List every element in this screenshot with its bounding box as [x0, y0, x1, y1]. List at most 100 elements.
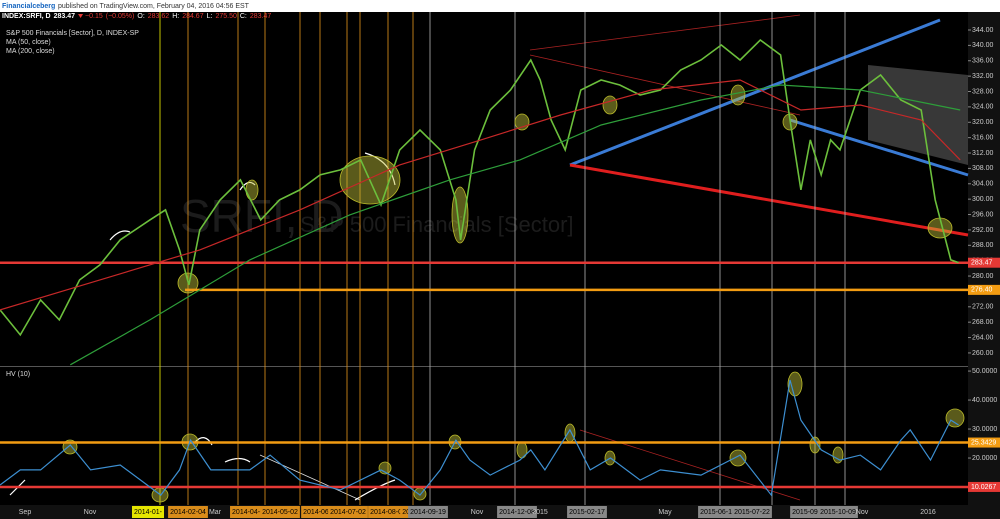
quote-field: L: [207, 13, 213, 20]
y-tick-label: 316.00 [972, 134, 994, 141]
highlight [245, 179, 259, 201]
quote-field: −0.15 [85, 13, 103, 20]
watermark: S&P 500 Financials [Sector] [300, 212, 574, 237]
x-tick-label: 2016 [920, 509, 936, 516]
legend-entry: MA (200, close) [6, 48, 55, 55]
x-tick-bg [408, 506, 448, 518]
quote-field: (−0.05%) [106, 13, 135, 20]
x-tick-label: Nov [856, 509, 869, 516]
x-tick-bg [328, 506, 368, 518]
y-tick-label: 324.00 [972, 104, 994, 111]
quote-field: H: [172, 13, 179, 20]
x-tick-bg [131, 506, 165, 518]
published: published on TradingView.com, February 0… [58, 3, 250, 10]
x-tick-label: Nov [471, 509, 484, 516]
x-tick-label: 2014-06 [303, 509, 329, 516]
x-tick-label: 2014-12-08 [499, 509, 535, 516]
quote-field: 275.50 [215, 13, 237, 20]
quote-field: INDEX:SRFI, D [2, 13, 51, 20]
y-tick-label: 300.00 [972, 196, 994, 203]
x-tick-bg [368, 506, 408, 518]
x-tick-label: 2015-10-09 [820, 509, 856, 516]
x-tick-label: 2014-05-02 [262, 509, 298, 516]
x-tick-label: 2015 [532, 509, 548, 516]
level-tag [968, 257, 1000, 268]
highlight [787, 371, 803, 397]
level-label: 276.40 [971, 287, 993, 294]
x-tick-label: 2014-02-04 [170, 509, 206, 516]
y-tick-label: 312.00 [972, 150, 994, 157]
highlight [564, 423, 576, 443]
quote-field: 284.67 [182, 13, 204, 20]
x-tick-bg [698, 506, 738, 518]
y-tick-label: 320.00 [972, 119, 994, 126]
x-tick-label: 2014-07-02 [330, 509, 366, 516]
x-tick-label: 2014-09-19 [410, 509, 446, 516]
x-tick-bg [301, 506, 331, 518]
level-tag [968, 481, 1000, 492]
y-tick-label: 308.00 [972, 165, 994, 172]
x-tick-bg [790, 506, 820, 518]
x-tick-label: 2014-08-08 [370, 509, 406, 516]
drawing [364, 152, 396, 186]
legend-entry: MA (50, close) [6, 39, 51, 46]
hv-title: HV (10) [6, 371, 30, 378]
x-tick-bg [497, 506, 537, 518]
x-tick-bg [260, 506, 300, 518]
x-tick-label: 2015-09 [792, 509, 818, 516]
y-tick-label: 50.0000 [972, 368, 997, 375]
trend-line [789, 118, 969, 177]
down-arrow [78, 14, 84, 18]
series-line [0, 38, 959, 337]
x-tick-label: 2015-07-22 [734, 509, 770, 516]
y-tick-label: 30.0000 [972, 426, 997, 433]
y-tick-label: 268.00 [972, 319, 994, 326]
x-tick-label: Nov [84, 509, 97, 516]
quote-line: INDEX:SRFI, D 283.47 −0.15 (−0.05%) O: 283.62… [2, 13, 271, 20]
x-tick-bg [567, 506, 607, 518]
y-tick-label: 40.0000 [972, 397, 997, 404]
x-tick-label: 2015-02-17 [569, 509, 605, 516]
trend-line [529, 14, 801, 51]
trend-line [569, 163, 969, 237]
y-tick-label: 304.00 [972, 181, 994, 188]
highlight [832, 446, 844, 464]
watermark: SRFI, D [180, 190, 344, 242]
series-line [0, 379, 959, 497]
quote-field: O: [137, 13, 144, 20]
drawing [224, 457, 251, 463]
x-tick-bg [818, 506, 858, 518]
level-tag [968, 284, 1000, 295]
y-tick-label: 296.00 [972, 211, 994, 218]
quote-field: 283.47 [54, 13, 76, 20]
y-tick-label: 260.00 [972, 350, 994, 357]
y-tick-label: 344.00 [972, 27, 994, 34]
highlight [809, 436, 821, 454]
x-tick-label: Mar [209, 509, 222, 516]
trend-line [569, 18, 941, 167]
y-tick-label: 332.00 [972, 73, 994, 80]
author[interactable]: Financialceberg [2, 3, 55, 10]
y-tick-label: 292.00 [972, 227, 994, 234]
x-tick-label: Sep [19, 509, 32, 516]
y-tick-label: 328.00 [972, 88, 994, 95]
level-tag [968, 437, 1000, 448]
y-tick-label: 336.00 [972, 58, 994, 65]
quote-field: 283.47 [250, 13, 272, 20]
quote-field: C: [240, 13, 247, 20]
x-tick-bg [230, 506, 266, 518]
quote-field: 283.62 [148, 13, 170, 20]
series-line [70, 84, 961, 366]
x-tick-label: 2014-01- [134, 509, 163, 516]
series-title: S&P 500 Financials [Sector], D, INDEX-SP [6, 30, 139, 37]
level-label: 10.0267 [971, 484, 996, 491]
x-tick-label: 2014-04-0 [232, 509, 264, 516]
highlight [730, 84, 746, 106]
series-line [0, 79, 961, 311]
highlight [602, 95, 618, 115]
header-bar [0, 0, 1000, 12]
y-tick-label: 280.00 [972, 273, 994, 280]
